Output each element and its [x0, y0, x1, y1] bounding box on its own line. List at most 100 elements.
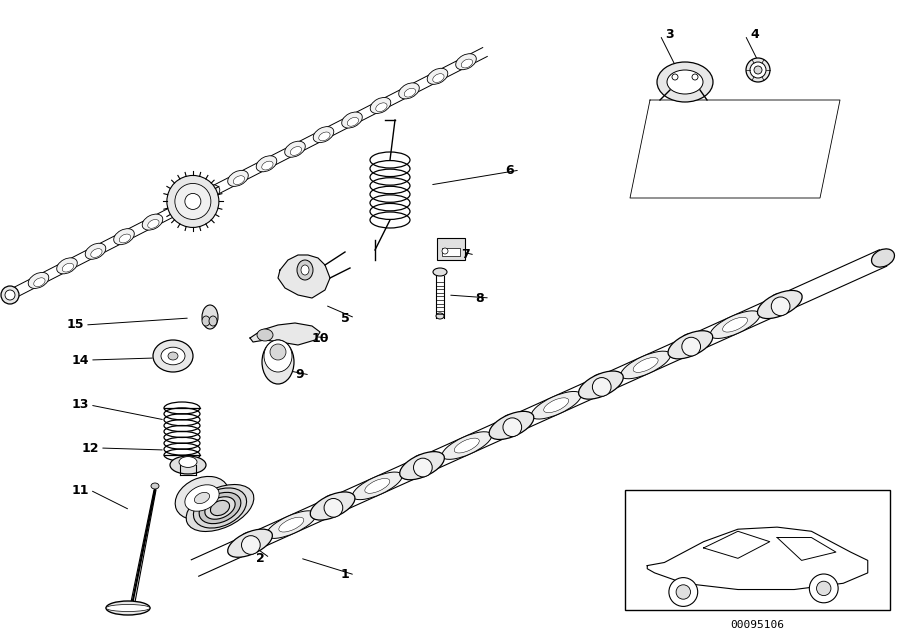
Ellipse shape: [680, 334, 699, 352]
Bar: [437, 238, 465, 260]
Text: 12: 12: [81, 441, 99, 455]
Text: 5: 5: [340, 312, 349, 324]
Ellipse shape: [668, 331, 713, 359]
Ellipse shape: [347, 118, 358, 126]
Ellipse shape: [633, 357, 658, 372]
Ellipse shape: [161, 347, 185, 365]
Ellipse shape: [202, 305, 218, 329]
Ellipse shape: [758, 291, 802, 319]
Ellipse shape: [209, 316, 217, 326]
Ellipse shape: [771, 297, 790, 315]
Ellipse shape: [270, 344, 286, 360]
Ellipse shape: [211, 501, 230, 516]
Ellipse shape: [501, 414, 520, 433]
Ellipse shape: [257, 329, 273, 341]
Ellipse shape: [746, 58, 770, 82]
Ellipse shape: [184, 193, 201, 209]
Ellipse shape: [290, 146, 302, 155]
Bar: [442, 248, 460, 256]
Ellipse shape: [57, 258, 77, 274]
Ellipse shape: [119, 234, 130, 243]
Ellipse shape: [710, 311, 760, 338]
Ellipse shape: [199, 185, 220, 201]
Ellipse shape: [176, 476, 229, 520]
Ellipse shape: [404, 88, 416, 97]
Ellipse shape: [657, 62, 713, 102]
Text: 11: 11: [71, 483, 89, 497]
Ellipse shape: [489, 411, 534, 439]
Text: 1: 1: [340, 569, 349, 581]
Ellipse shape: [33, 278, 45, 287]
Ellipse shape: [171, 200, 192, 216]
Ellipse shape: [592, 378, 611, 396]
Ellipse shape: [809, 574, 838, 603]
Ellipse shape: [324, 499, 343, 517]
Ellipse shape: [531, 391, 581, 419]
Ellipse shape: [503, 418, 522, 436]
Ellipse shape: [106, 604, 150, 611]
Ellipse shape: [153, 340, 193, 372]
Ellipse shape: [262, 161, 273, 170]
Ellipse shape: [413, 458, 432, 477]
Ellipse shape: [750, 62, 766, 78]
Text: 3: 3: [666, 29, 674, 41]
Ellipse shape: [170, 456, 206, 474]
Text: 7: 7: [461, 249, 470, 261]
Polygon shape: [278, 255, 330, 298]
Ellipse shape: [262, 340, 294, 384]
Ellipse shape: [313, 127, 334, 142]
Ellipse shape: [319, 132, 330, 141]
Ellipse shape: [310, 492, 355, 520]
Ellipse shape: [672, 74, 678, 80]
Ellipse shape: [544, 398, 569, 413]
Ellipse shape: [184, 485, 219, 511]
Ellipse shape: [142, 214, 163, 230]
Bar: [625, 490, 890, 610]
Ellipse shape: [279, 517, 304, 532]
Ellipse shape: [342, 112, 363, 128]
Ellipse shape: [428, 68, 448, 85]
Ellipse shape: [166, 176, 219, 228]
Text: 6: 6: [506, 163, 514, 177]
Ellipse shape: [455, 53, 476, 70]
Ellipse shape: [754, 66, 762, 74]
Text: 00095106: 00095106: [731, 620, 785, 630]
Ellipse shape: [175, 183, 211, 219]
Ellipse shape: [442, 248, 448, 254]
Ellipse shape: [228, 529, 273, 557]
Text: 13: 13: [71, 399, 89, 411]
Ellipse shape: [621, 351, 670, 379]
Ellipse shape: [205, 497, 235, 519]
Ellipse shape: [770, 293, 788, 312]
Ellipse shape: [353, 472, 402, 500]
Text: 4: 4: [751, 29, 760, 41]
Ellipse shape: [579, 371, 624, 399]
Ellipse shape: [202, 316, 210, 326]
Ellipse shape: [148, 219, 159, 228]
Ellipse shape: [364, 478, 390, 494]
Ellipse shape: [266, 511, 316, 539]
Ellipse shape: [400, 452, 445, 480]
Ellipse shape: [176, 205, 187, 214]
Ellipse shape: [816, 581, 831, 595]
Ellipse shape: [284, 141, 305, 157]
Ellipse shape: [590, 374, 609, 392]
Ellipse shape: [151, 483, 159, 489]
Ellipse shape: [322, 495, 341, 513]
Ellipse shape: [682, 337, 700, 356]
Ellipse shape: [264, 340, 292, 372]
Ellipse shape: [871, 249, 895, 267]
Text: 15: 15: [67, 319, 84, 331]
Ellipse shape: [669, 577, 698, 606]
Ellipse shape: [113, 229, 134, 245]
Ellipse shape: [667, 70, 703, 94]
Text: 2: 2: [256, 551, 265, 565]
Ellipse shape: [168, 352, 178, 360]
Ellipse shape: [106, 601, 150, 615]
Ellipse shape: [692, 74, 698, 80]
Text: 14: 14: [71, 354, 89, 366]
Ellipse shape: [454, 438, 480, 453]
Ellipse shape: [228, 170, 248, 186]
Ellipse shape: [297, 260, 313, 280]
Ellipse shape: [375, 103, 387, 112]
